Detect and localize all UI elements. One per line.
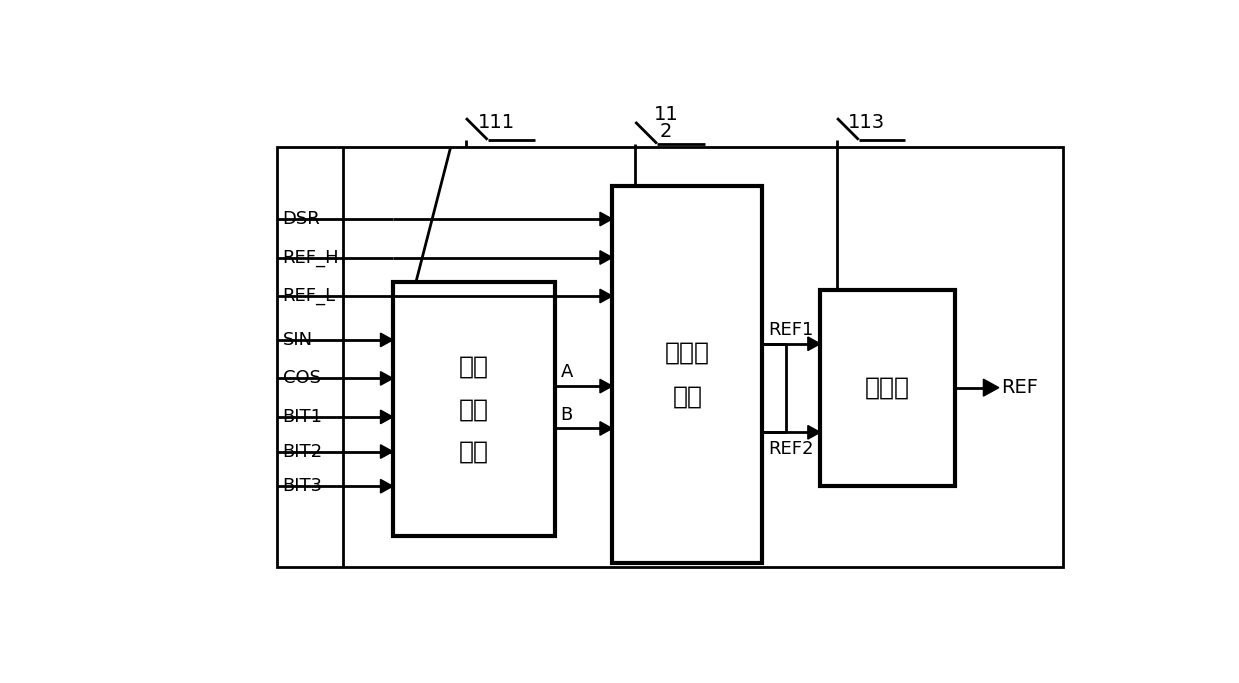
Text: REF1: REF1 — [768, 321, 814, 339]
Text: 多路选: 多路选 — [665, 341, 710, 365]
Bar — [393, 282, 555, 536]
Polygon shape — [808, 426, 820, 439]
Polygon shape — [380, 333, 393, 347]
Text: REF: REF — [1001, 378, 1038, 397]
Text: COS: COS — [282, 370, 321, 387]
Text: 电路: 电路 — [458, 440, 488, 464]
Text: 2: 2 — [660, 122, 673, 141]
Text: BIT3: BIT3 — [282, 477, 323, 495]
Bar — [612, 186, 762, 563]
Text: A: A — [561, 363, 574, 381]
Polygon shape — [984, 379, 999, 396]
Text: B: B — [561, 406, 572, 423]
Bar — [820, 290, 955, 486]
Polygon shape — [380, 410, 393, 423]
Polygon shape — [600, 421, 612, 435]
Polygon shape — [380, 479, 393, 493]
Text: 择器: 择器 — [673, 384, 703, 408]
Text: REF_H: REF_H — [282, 249, 339, 266]
Polygon shape — [380, 445, 393, 458]
Text: BIT1: BIT1 — [282, 408, 322, 426]
Text: DSR: DSR — [282, 210, 321, 228]
Text: SIN: SIN — [282, 331, 312, 349]
Text: REF_L: REF_L — [282, 287, 336, 305]
Text: 11: 11 — [654, 104, 679, 124]
Text: REF2: REF2 — [768, 441, 814, 458]
Polygon shape — [600, 289, 612, 303]
Polygon shape — [600, 212, 612, 226]
Text: 111: 111 — [478, 113, 515, 132]
Polygon shape — [600, 251, 612, 264]
Text: 传输: 传输 — [458, 398, 488, 421]
Text: 比较器: 比较器 — [865, 376, 911, 400]
Polygon shape — [380, 372, 393, 385]
Polygon shape — [808, 337, 820, 350]
Text: 控制: 控制 — [458, 355, 488, 379]
Polygon shape — [600, 379, 612, 393]
Bar — [278, 148, 1063, 567]
Text: BIT2: BIT2 — [282, 443, 323, 460]
Text: 113: 113 — [847, 113, 885, 132]
